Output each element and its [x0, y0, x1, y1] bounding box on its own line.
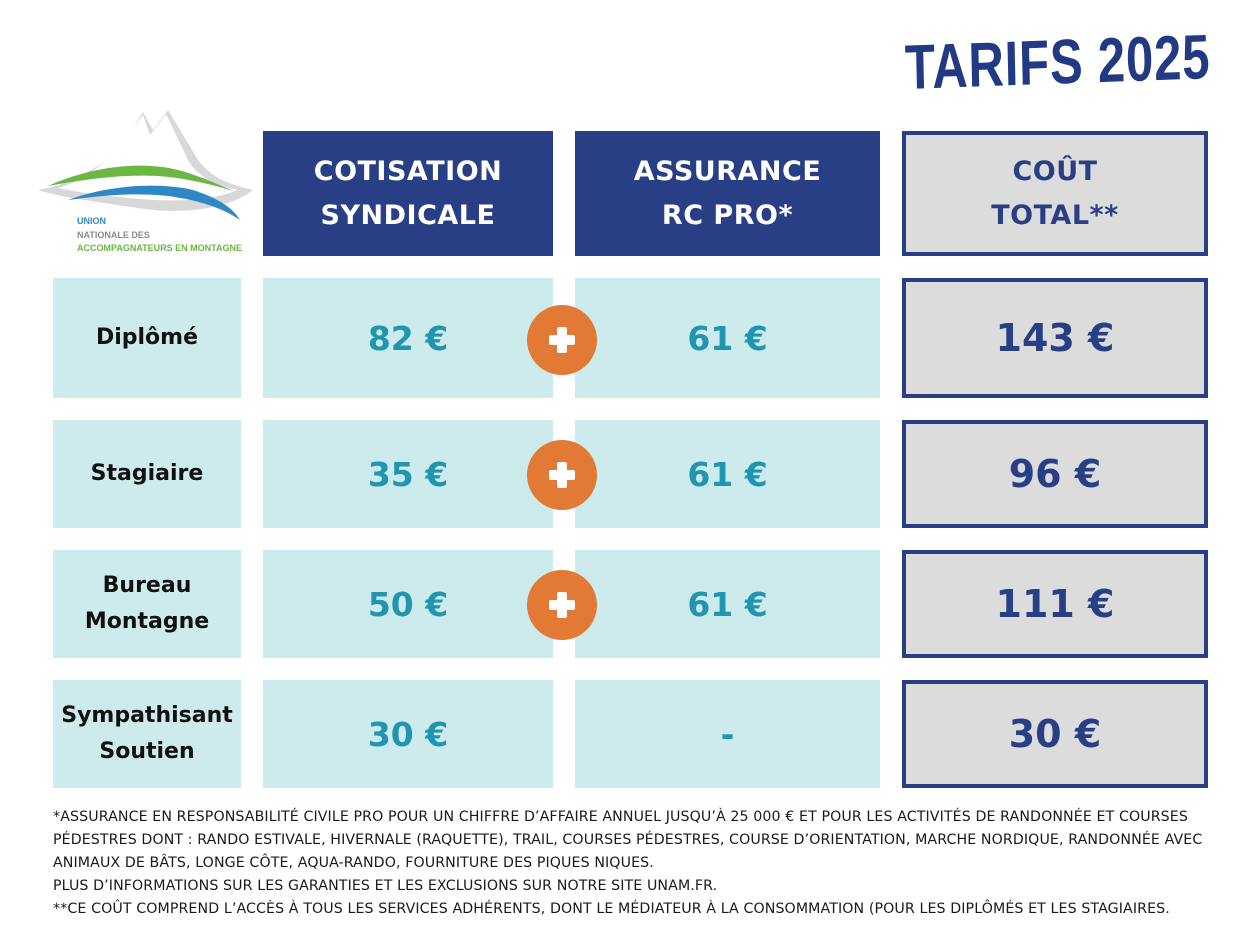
row-label-bureau-montagne: Bureau Montagne — [53, 550, 241, 658]
header-cotisation-line-2: SYNDICALE — [320, 199, 496, 231]
header-assurance-line-1: ASSURANCE — [633, 155, 822, 187]
plus-icon — [527, 440, 597, 510]
row-label-text: Diplômé — [95, 325, 199, 350]
row-label-stagiaire: Stagiaire — [53, 420, 241, 528]
header-cotisation-line-1: COTISATION — [313, 155, 503, 187]
cotisation-cell: 35 € — [263, 420, 553, 528]
cotisation-cell: 30 € — [263, 680, 553, 788]
footnote-info: PLUS D’INFORMATIONS SUR LES GARANTIES ET… — [53, 878, 718, 894]
row-label-line-1: Sympathisant — [61, 703, 233, 728]
mountain-logo-icon — [38, 110, 253, 220]
assurance-cell: 61 € — [575, 420, 880, 528]
plus-icon — [527, 305, 597, 375]
header-total: COÛT TOTAL** — [902, 131, 1208, 256]
unam-logo: UNION NATIONALE DES ACCOMPAGNATEURS EN M… — [28, 90, 260, 260]
header-cotisation: COTISATION SYNDICALE — [263, 131, 553, 256]
footnote-assurance: *ASSURANCE EN RESPONSABILITÉ CIVILE PRO … — [53, 809, 1203, 871]
row-label-diplome: Diplômé — [53, 278, 241, 398]
row-label-sympathisant-soutien: Sympathisant Soutien — [53, 680, 241, 788]
assurance-cell: 61 € — [575, 278, 880, 398]
total-cell: 111 € — [902, 550, 1208, 658]
cotisation-cell: 82 € — [263, 278, 553, 398]
row-label-line-2: Montagne — [84, 609, 210, 634]
header-total-line-1: COÛT — [1012, 155, 1098, 187]
row-label-line-1: Bureau — [102, 573, 192, 598]
assurance-cell: - — [575, 680, 880, 788]
total-cell: 30 € — [902, 680, 1208, 788]
logo-line-3: ACCOMPAGNATEURS EN MONTAGNE — [77, 243, 242, 253]
logo-line-1: UNION — [77, 216, 106, 226]
header-total-line-2: TOTAL** — [991, 199, 1119, 231]
footnotes: *ASSURANCE EN RESPONSABILITÉ CIVILE PRO … — [53, 806, 1228, 921]
header-assurance-line-2: RC PRO* — [661, 199, 794, 231]
row-label-text: Stagiaire — [90, 461, 204, 486]
cotisation-cell: 50 € — [263, 550, 553, 658]
header-assurance: ASSURANCE RC PRO* — [575, 131, 880, 256]
assurance-cell: 61 € — [575, 550, 880, 658]
footnote-total: **CE COÛT COMPREND L’ACCÈS À TOUS LES SE… — [53, 901, 1170, 917]
plus-icon — [527, 570, 597, 640]
page-title: TARIFS 2025 — [904, 22, 1211, 103]
total-cell: 143 € — [902, 278, 1208, 398]
logo-line-2: NATIONALE DES — [77, 230, 150, 240]
total-cell: 96 € — [902, 420, 1208, 528]
row-label-line-2: Soutien — [99, 739, 195, 764]
